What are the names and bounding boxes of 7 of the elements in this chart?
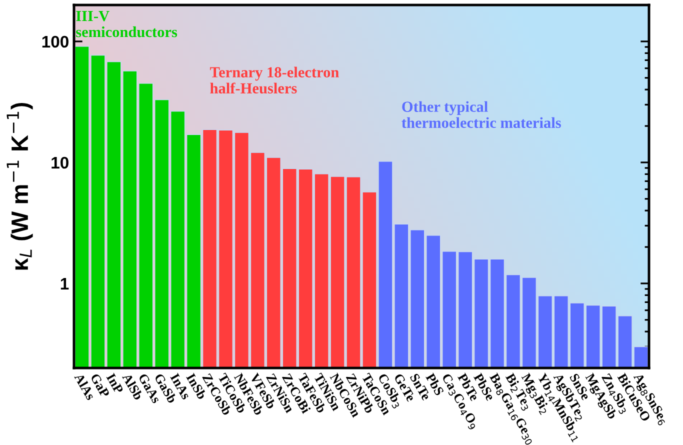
annotation: Ternary 18-electron half-Heuslers <box>210 66 339 94</box>
y-tick-label: 1 <box>60 278 69 290</box>
y-tick-label: 100 <box>42 36 68 48</box>
y-axis-title: κ$_{L}$ (W m$^{−1}$ K$^{−1}$) <box>6 102 33 270</box>
annotation: III-V semiconductors <box>76 11 178 38</box>
y-tick-label: 10 <box>52 156 68 169</box>
annotation: Other typical thermoelectric materials <box>402 101 561 128</box>
